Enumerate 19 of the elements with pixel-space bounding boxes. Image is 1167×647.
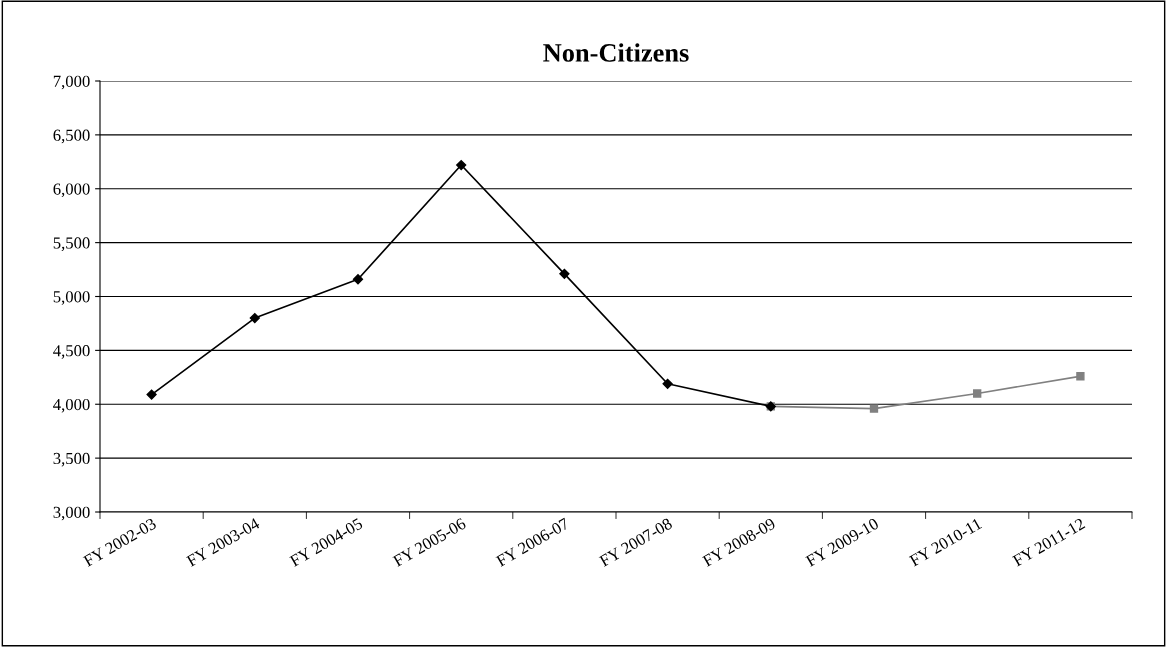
y-tick-label: 6,500 xyxy=(53,129,90,144)
point xyxy=(973,389,982,398)
y-tick-label: 4,500 xyxy=(53,345,90,359)
point xyxy=(662,378,673,389)
point xyxy=(559,268,570,279)
y-tick-label: 3,000 xyxy=(53,506,90,521)
y-tick-label: 7,000 xyxy=(53,75,90,90)
y-tick-label: 5,500 xyxy=(53,237,90,251)
y-tick-label: 4,000 xyxy=(53,398,90,413)
point xyxy=(352,274,364,285)
point xyxy=(146,389,157,400)
point xyxy=(456,159,467,171)
point xyxy=(869,404,879,413)
point xyxy=(249,312,260,324)
y-tick-label: 3,500 xyxy=(53,452,90,467)
point xyxy=(1076,372,1085,381)
y-tick-label: 6,000 xyxy=(53,183,90,198)
chart-title: Non-Citizens xyxy=(543,43,689,62)
y-tick-label: 5,000 xyxy=(53,291,90,305)
